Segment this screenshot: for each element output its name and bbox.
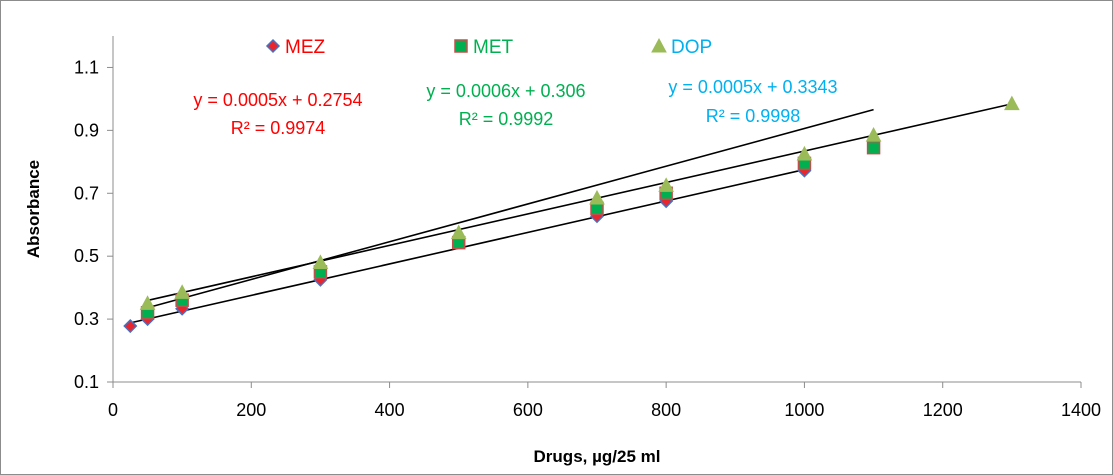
trendline-equation-mez: y = 0.0005x + 0.2754 [193, 90, 362, 110]
trendlines [130, 103, 1013, 324]
trendline-equation-met: y = 0.0006x + 0.306 [426, 81, 585, 101]
r-squared-met: R² = 0.9992 [459, 109, 554, 129]
legend-marker-mez [265, 38, 281, 54]
data-point-mez [123, 318, 138, 334]
data-point-dop [658, 177, 674, 192]
trendline-mez [130, 168, 805, 324]
equation-labels: y = 0.0005x + 0.2754 R² = 0.9974 y = 0.000… [193, 77, 837, 138]
x-tick-label: 1000 [784, 400, 824, 420]
y-tick-label: 0.7 [74, 183, 99, 203]
data-point-dop [865, 127, 882, 142]
legend-marker-met [454, 39, 468, 53]
data-point-dop [1004, 95, 1020, 111]
y-tick-label: 0.3 [74, 309, 99, 329]
x-tick-label: 400 [375, 400, 405, 420]
legend: MEZ MET DOP [265, 37, 712, 58]
y-axis-title: Absorbance [24, 160, 43, 258]
trendline-dop [147, 103, 1013, 302]
data-point-dop [589, 189, 605, 205]
y-tick-label: 0.5 [74, 246, 99, 266]
x-tick-label: 1400 [1061, 400, 1101, 420]
x-tick-label: 1200 [923, 400, 963, 420]
x-axis-title: Drugs, µg/25 ml [534, 447, 661, 466]
data-point-dop [174, 284, 190, 299]
data-point-dop [139, 295, 156, 310]
trendline-met [147, 108, 874, 309]
x-tick-label: 800 [651, 400, 681, 420]
data-point-dop [312, 254, 329, 269]
x-tick-label: 600 [513, 400, 543, 420]
data-point-met [866, 140, 881, 155]
r-squared-dop: R² = 0.9998 [706, 106, 801, 126]
x-tick-label: 200 [236, 400, 266, 420]
axes [107, 36, 1082, 388]
r-squared-mez: R² = 0.9974 [231, 118, 326, 138]
y-tick-label: 0.9 [74, 120, 99, 140]
legend-label-met: MET [473, 37, 514, 58]
legend-marker-dop [651, 37, 667, 53]
y-tick-label: 1.1 [74, 57, 99, 77]
legend-label-mez: MEZ [285, 37, 326, 58]
data-point-dop [450, 224, 467, 240]
x-tick-label: 0 [108, 400, 118, 420]
legend-label-dop: DOP [671, 37, 712, 58]
y-tick-label: 0.1 [74, 372, 99, 392]
tick-labels: 0 200 400 600 800 1000 1200 1400 0.1 0.3 0.5 0.7 0.9… [74, 57, 1101, 420]
trendline-equation-dop: y = 0.0005x + 0.3343 [668, 77, 837, 97]
data-points [123, 95, 1020, 334]
data-point-dop [796, 145, 813, 161]
